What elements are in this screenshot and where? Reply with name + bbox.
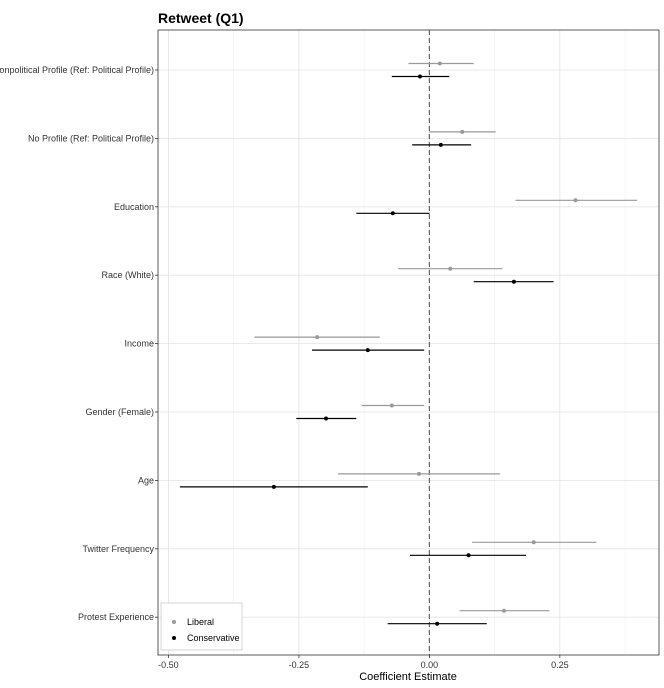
estimate-point xyxy=(573,198,578,203)
series-conservative xyxy=(179,74,554,626)
y-axis-labels: Nonpolitical Profile (Ref: Political Pro… xyxy=(0,65,158,622)
x-axis-title: Coefficient Estimate xyxy=(359,671,457,683)
y-tick-label: Protest Experience xyxy=(78,612,154,622)
estimate-point xyxy=(315,335,320,340)
legend: Liberal Conservative xyxy=(160,602,243,651)
estimate-point xyxy=(390,211,395,216)
estimate-point xyxy=(437,61,442,66)
estimate-point xyxy=(466,553,471,558)
estimate-point xyxy=(389,403,394,408)
y-tick-label: Nonpolitical Profile (Ref: Political Pro… xyxy=(0,65,154,75)
series-liberal xyxy=(254,61,638,613)
x-axis-labels: -0.50 -0.25 0.00 0.25 xyxy=(158,655,569,670)
estimate-point xyxy=(448,266,453,271)
estimate-point xyxy=(324,416,329,421)
y-tick-label: Education xyxy=(114,202,154,212)
legend-label: Liberal xyxy=(187,617,214,627)
x-tick-label: -0.50 xyxy=(158,660,179,670)
y-tick-label: Income xyxy=(124,339,154,349)
panel-background xyxy=(158,30,659,655)
estimate-point xyxy=(271,484,276,489)
estimate-point xyxy=(417,74,422,79)
x-tick-label: 0.25 xyxy=(551,660,569,670)
legend-key xyxy=(172,620,176,624)
estimate-point xyxy=(365,348,370,353)
legend-key xyxy=(172,636,176,640)
estimate-point xyxy=(460,129,465,134)
plot-panel xyxy=(157,29,660,656)
x-tick-label: 0.00 xyxy=(421,660,439,670)
chart-title: Retweet (Q1) xyxy=(158,10,244,26)
estimate-point xyxy=(435,621,440,626)
estimate-point xyxy=(416,471,421,476)
estimate-point xyxy=(511,279,516,284)
y-tick-label: Gender (Female) xyxy=(85,407,154,417)
estimate-point xyxy=(438,142,443,147)
x-tick-label: -0.25 xyxy=(289,660,310,670)
y-tick-label: No Profile (Ref: Political Profile) xyxy=(28,133,154,143)
panel-border xyxy=(157,29,660,656)
legend-label: Conservative xyxy=(187,633,240,643)
y-tick-label: Age xyxy=(138,475,154,485)
y-tick-label: Race (White) xyxy=(101,270,154,280)
legend-box xyxy=(160,602,243,651)
y-tick-label: Twitter Frequency xyxy=(82,544,154,554)
estimate-point xyxy=(502,608,507,613)
estimate-point xyxy=(531,540,536,545)
